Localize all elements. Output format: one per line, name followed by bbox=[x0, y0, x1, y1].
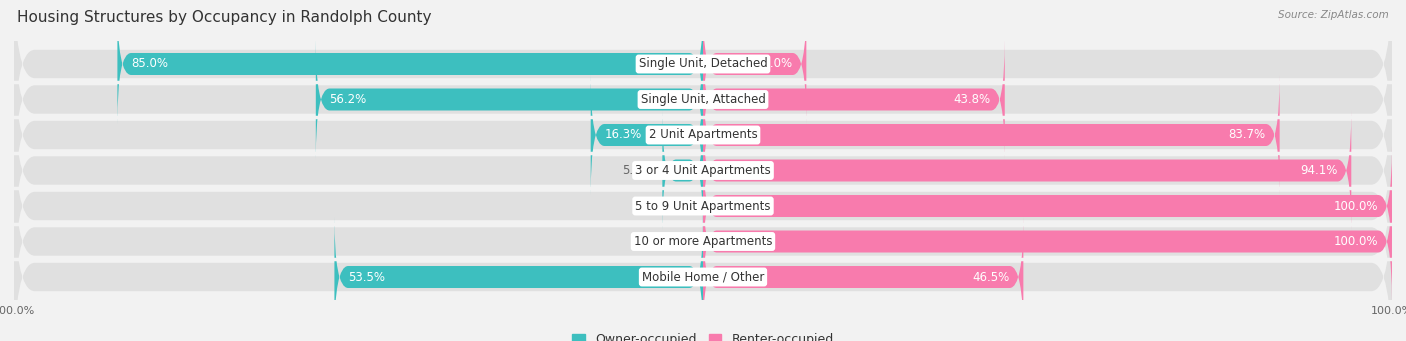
FancyBboxPatch shape bbox=[591, 75, 703, 195]
Text: 10 or more Apartments: 10 or more Apartments bbox=[634, 235, 772, 248]
Text: 2 Unit Apartments: 2 Unit Apartments bbox=[648, 129, 758, 142]
Text: Single Unit, Detached: Single Unit, Detached bbox=[638, 58, 768, 71]
Text: 5 to 9 Unit Apartments: 5 to 9 Unit Apartments bbox=[636, 199, 770, 212]
Text: 53.5%: 53.5% bbox=[349, 270, 385, 283]
Text: 56.2%: 56.2% bbox=[329, 93, 367, 106]
FancyBboxPatch shape bbox=[703, 4, 807, 124]
FancyBboxPatch shape bbox=[662, 110, 703, 231]
FancyBboxPatch shape bbox=[703, 146, 1392, 266]
Legend: Owner-occupied, Renter-occupied: Owner-occupied, Renter-occupied bbox=[568, 328, 838, 341]
Text: 5.9%: 5.9% bbox=[623, 164, 652, 177]
Text: 94.1%: 94.1% bbox=[1301, 164, 1337, 177]
Text: 43.8%: 43.8% bbox=[953, 93, 991, 106]
FancyBboxPatch shape bbox=[703, 110, 1351, 231]
Text: Single Unit, Attached: Single Unit, Attached bbox=[641, 93, 765, 106]
FancyBboxPatch shape bbox=[14, 78, 1392, 263]
Text: 16.3%: 16.3% bbox=[605, 129, 641, 142]
FancyBboxPatch shape bbox=[335, 217, 703, 337]
FancyBboxPatch shape bbox=[316, 40, 703, 160]
FancyBboxPatch shape bbox=[117, 4, 703, 124]
FancyBboxPatch shape bbox=[14, 0, 1392, 156]
FancyBboxPatch shape bbox=[703, 217, 1024, 337]
FancyBboxPatch shape bbox=[14, 7, 1392, 192]
Text: 100.0%: 100.0% bbox=[1334, 235, 1378, 248]
FancyBboxPatch shape bbox=[14, 114, 1392, 298]
Text: Housing Structures by Occupancy in Randolph County: Housing Structures by Occupancy in Rando… bbox=[17, 10, 432, 25]
Text: 0.0%: 0.0% bbox=[659, 235, 689, 248]
FancyBboxPatch shape bbox=[14, 149, 1392, 334]
Text: 83.7%: 83.7% bbox=[1229, 129, 1265, 142]
FancyBboxPatch shape bbox=[703, 40, 1005, 160]
FancyBboxPatch shape bbox=[703, 75, 1279, 195]
Text: 3 or 4 Unit Apartments: 3 or 4 Unit Apartments bbox=[636, 164, 770, 177]
Text: 46.5%: 46.5% bbox=[973, 270, 1010, 283]
Text: 85.0%: 85.0% bbox=[131, 58, 169, 71]
Text: 15.0%: 15.0% bbox=[755, 58, 793, 71]
FancyBboxPatch shape bbox=[14, 43, 1392, 227]
Text: 0.0%: 0.0% bbox=[659, 199, 689, 212]
FancyBboxPatch shape bbox=[14, 185, 1392, 341]
Text: Mobile Home / Other: Mobile Home / Other bbox=[641, 270, 765, 283]
Text: Source: ZipAtlas.com: Source: ZipAtlas.com bbox=[1278, 10, 1389, 20]
FancyBboxPatch shape bbox=[703, 181, 1392, 301]
Text: 100.0%: 100.0% bbox=[1334, 199, 1378, 212]
